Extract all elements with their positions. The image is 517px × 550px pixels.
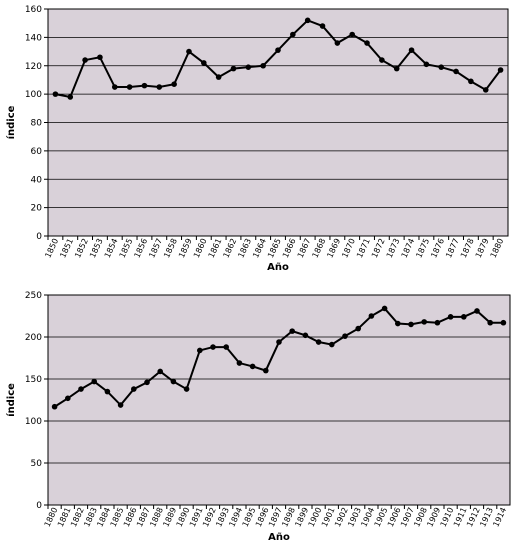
data-point [474,308,480,314]
data-point [438,64,445,70]
data-point [379,57,385,63]
y-tick-label: 100 [25,417,42,427]
y-tick-label: 50 [31,459,43,469]
data-point [364,40,370,46]
data-point [201,60,207,66]
data-point [423,61,430,68]
data-point [395,320,401,327]
y-axis-title: índice [5,105,17,139]
data-point [126,84,133,90]
data-point [408,321,414,328]
data-point [289,328,296,334]
data-point [290,31,296,38]
data-point [236,360,243,366]
y-tick-label: 40 [31,175,43,185]
data-point [349,31,355,38]
data-point [157,368,163,375]
data-point [453,68,459,75]
data-point [82,57,88,63]
data-point [421,319,428,325]
y-axis-title: índice [5,383,17,417]
data-point [408,47,415,53]
data-point [263,367,269,374]
data-point [51,403,58,410]
data-point [245,64,252,70]
y-tick-label: 100 [25,90,42,100]
y-tick-label: 20 [31,204,43,214]
data-point [434,319,441,326]
data-point [482,87,489,93]
data-point [368,313,375,319]
data-point [223,344,229,350]
y-tick-label: 60 [31,147,43,157]
data-point [197,347,203,354]
data-point [65,395,71,402]
x-tick-label: 1880 [489,237,506,259]
data-point [319,23,326,29]
y-tick-label: 0 [36,501,42,511]
data-point [230,65,237,72]
data-point [249,363,256,370]
data-point [171,81,177,87]
y-tick-label: 140 [25,33,42,43]
data-point [334,40,341,46]
x-axis-title: Año [268,532,290,543]
data-point [468,78,474,85]
y-tick-label: 150 [25,375,42,385]
y-tick-label: 250 [25,291,42,301]
data-point [215,74,222,80]
x-axis-title: Año [267,262,289,273]
data-point [355,325,362,332]
data-point [260,62,266,69]
y-tick-label: 120 [25,62,42,72]
data-point [487,319,494,326]
data-point [393,65,400,72]
data-point [186,48,192,55]
data-point [315,339,322,345]
data-point [329,341,335,348]
data-point [183,386,190,392]
data-point [275,47,281,53]
y-tick-label: 80 [31,119,43,129]
data-point [210,344,216,350]
data-point [131,386,137,392]
data-point [67,94,74,100]
data-point [381,305,388,312]
data-point [141,82,148,89]
data-point [78,386,84,392]
data-point [304,17,311,24]
y-tick-label: 0 [36,232,42,242]
y-tick-label: 200 [25,333,42,343]
data-point [156,84,163,90]
data-point [117,402,124,408]
data-point [497,67,504,73]
data-point [111,84,118,90]
data-point [276,339,282,345]
data-point [91,378,97,385]
data-point [104,388,111,395]
data-point [461,314,467,320]
data-point [342,333,348,339]
data-point [500,319,507,326]
data-point [144,379,150,386]
data-point [170,378,177,385]
data-point [447,314,454,320]
data-point [302,332,309,339]
data-point [97,54,103,61]
y-tick-label: 160 [25,5,42,15]
data-point [52,91,59,97]
plot-area [47,294,511,506]
